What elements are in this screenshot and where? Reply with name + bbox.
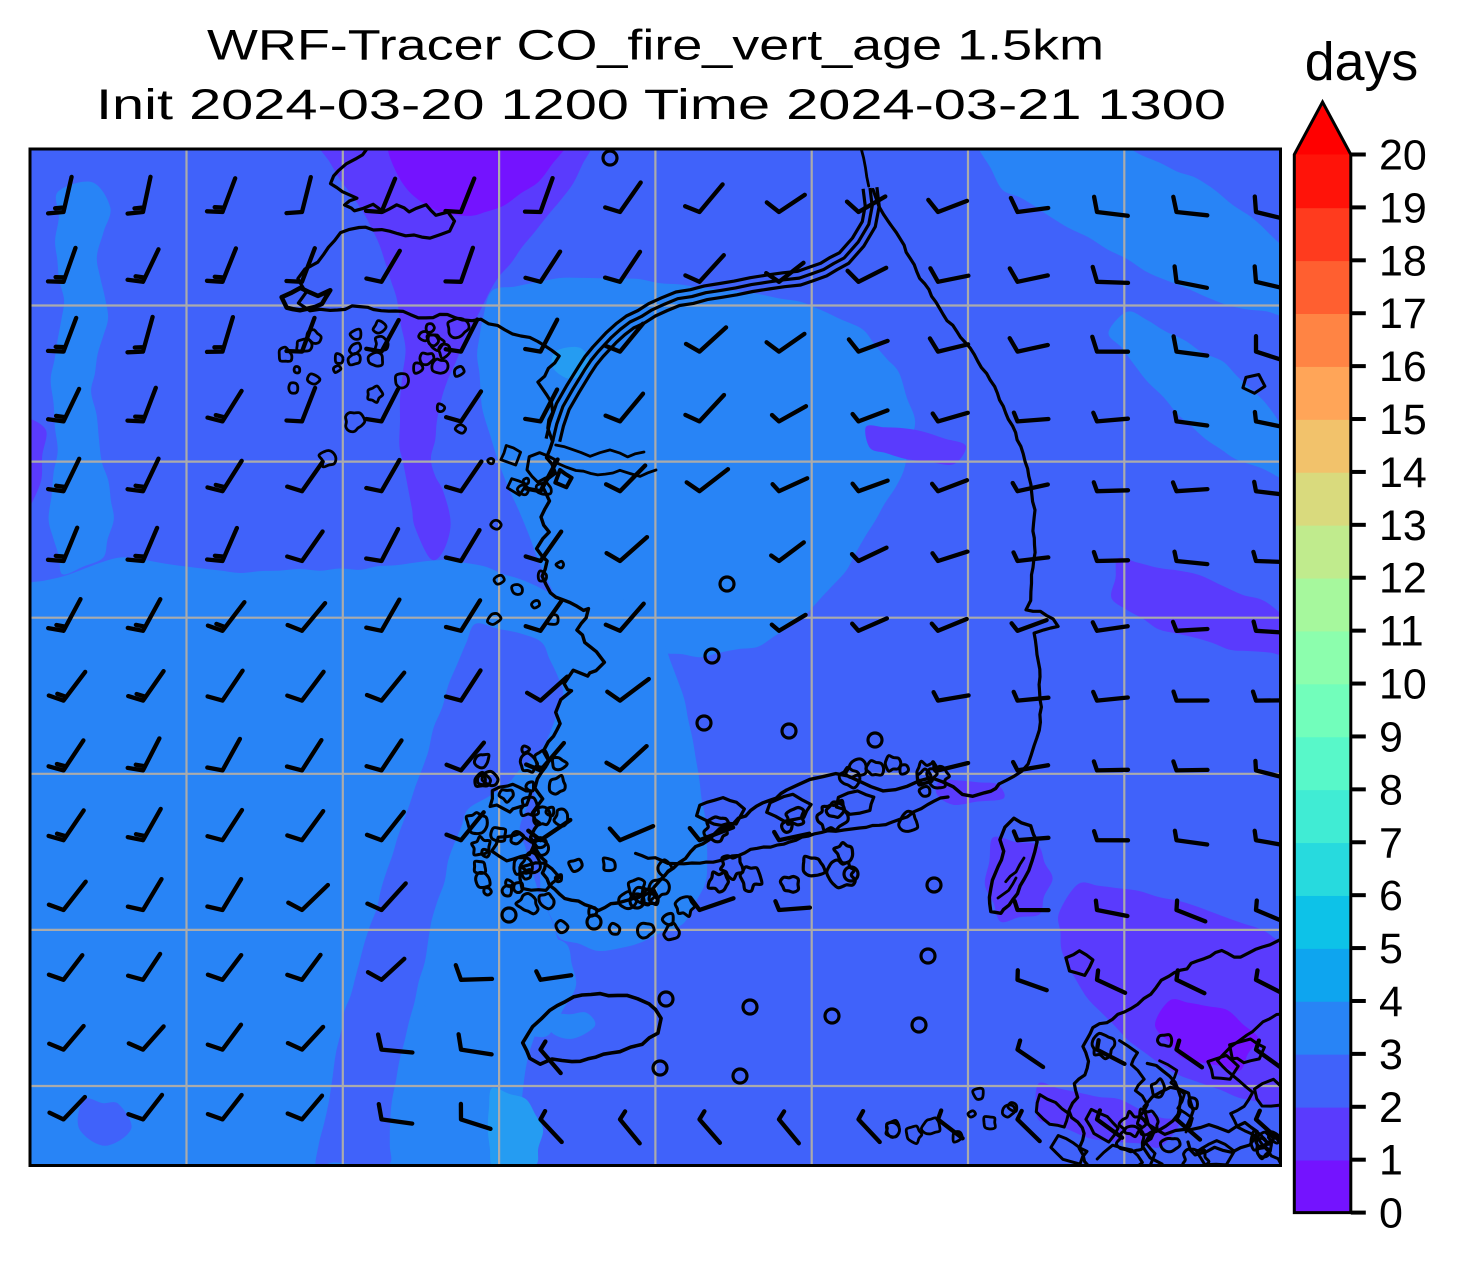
svg-text:Init 2024-03-20 1200 Time 2024: Init 2024-03-20 1200 Time 2024-03-21 130… bbox=[96, 81, 1226, 129]
svg-text:20: 20 bbox=[1379, 132, 1427, 180]
svg-text:10: 10 bbox=[1379, 661, 1427, 709]
svg-text:WRF-Tracer CO_fire_vert_age 1.: WRF-Tracer CO_fire_vert_age 1.5km bbox=[207, 22, 1104, 70]
svg-text:5: 5 bbox=[1379, 925, 1403, 973]
svg-text:19: 19 bbox=[1379, 184, 1427, 232]
svg-text:4: 4 bbox=[1379, 978, 1403, 1026]
svg-text:2: 2 bbox=[1379, 1084, 1403, 1132]
svg-text:8: 8 bbox=[1379, 766, 1403, 814]
svg-text:15: 15 bbox=[1379, 396, 1427, 444]
svg-text:9: 9 bbox=[1379, 713, 1403, 761]
svg-text:7: 7 bbox=[1379, 819, 1403, 867]
svg-text:3: 3 bbox=[1379, 1031, 1403, 1079]
svg-text:6: 6 bbox=[1379, 872, 1403, 920]
svg-text:days: days bbox=[1305, 32, 1419, 92]
svg-text:12: 12 bbox=[1379, 555, 1427, 603]
svg-text:0: 0 bbox=[1379, 1190, 1403, 1238]
svg-text:17: 17 bbox=[1379, 290, 1427, 338]
svg-text:1: 1 bbox=[1379, 1137, 1403, 1185]
svg-text:13: 13 bbox=[1379, 502, 1427, 550]
svg-text:16: 16 bbox=[1379, 343, 1427, 391]
svg-text:11: 11 bbox=[1379, 608, 1424, 656]
svg-text:18: 18 bbox=[1379, 237, 1427, 285]
svg-text:14: 14 bbox=[1379, 449, 1427, 497]
